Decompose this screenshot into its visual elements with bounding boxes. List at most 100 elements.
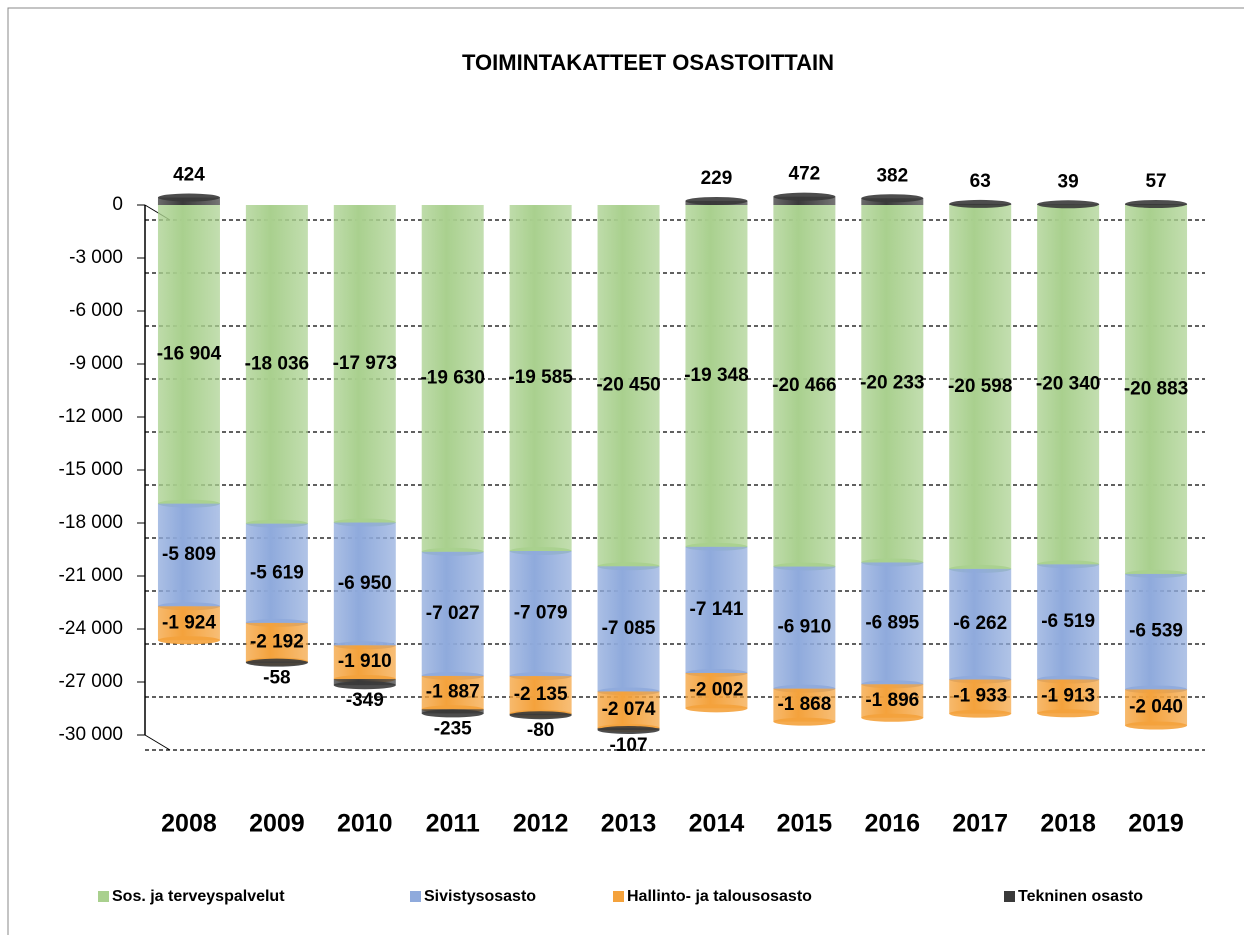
bar-segment: [333, 205, 396, 523]
x-tick-label: 2010: [337, 810, 393, 838]
data-label: -235: [434, 718, 472, 739]
bar-segment: [333, 522, 396, 646]
data-label: -2 002: [690, 680, 744, 701]
bar-segment: [1125, 205, 1188, 574]
bar-segment: [157, 606, 220, 641]
bar-segment: [861, 684, 924, 718]
legend-swatch: [98, 891, 109, 902]
bar-segment: [861, 205, 924, 563]
data-label: -6 262: [953, 613, 1007, 634]
x-tick-label: 2017: [952, 810, 1008, 838]
bar-cap: [1037, 200, 1100, 209]
bar-segment: [949, 568, 1012, 680]
data-label: -1 896: [865, 690, 919, 711]
data-label: 57: [1145, 171, 1166, 192]
legend-label: Sivistysosasto: [424, 888, 536, 905]
data-label: -6 519: [1041, 611, 1095, 632]
x-tick-label: 2013: [601, 810, 657, 838]
x-tick-label: 2014: [689, 810, 745, 838]
chart-title: TOIMINTAKATTEET OSASTOITTAIN: [462, 50, 834, 75]
bar-cap: [245, 658, 308, 667]
data-label: -7 141: [690, 599, 744, 620]
data-label: -5 619: [250, 562, 304, 583]
bar-segment: [245, 523, 308, 623]
bar-segment: [597, 691, 660, 729]
data-label: -80: [527, 720, 554, 741]
bar-cap: [685, 704, 748, 713]
bar-segment: [1125, 689, 1188, 726]
bar-segment: [157, 503, 220, 607]
y-tick-label: -3 000: [69, 247, 123, 268]
bar-cap: [861, 194, 924, 203]
data-label: -20 340: [1036, 374, 1100, 395]
bar-segment: [245, 205, 308, 524]
data-label: -1 868: [777, 694, 831, 715]
bar-segment: [597, 205, 660, 567]
data-label: -1 924: [162, 612, 216, 633]
bar-cap: [1037, 709, 1100, 718]
bar-cap: [773, 192, 836, 201]
data-label: -16 904: [157, 343, 222, 364]
bar-cap: [1125, 721, 1188, 730]
bar-segment: [773, 566, 836, 689]
legend-swatch: [410, 891, 421, 902]
y-tick-label: -6 000: [69, 300, 123, 321]
data-label: -19 348: [684, 365, 748, 386]
bar-segment: [1037, 205, 1100, 565]
y-tick-label: -12 000: [59, 406, 123, 427]
bar-segment: [949, 205, 1012, 569]
bar-segment: [509, 205, 572, 552]
data-label: -2 074: [602, 699, 656, 720]
bar-segment: [773, 688, 836, 722]
y-tick-label: 0: [112, 194, 123, 215]
data-label: -1 933: [953, 686, 1007, 707]
data-label: -20 450: [596, 375, 660, 396]
x-tick-label: 2009: [249, 810, 305, 838]
data-label: -349: [346, 690, 384, 711]
x-tick-label: 2019: [1128, 810, 1184, 838]
bar-cap: [949, 709, 1012, 718]
data-label: -7 079: [514, 603, 568, 624]
bar-segment: [509, 551, 572, 677]
bar-segment: [421, 675, 484, 710]
data-label: -6 895: [865, 612, 919, 633]
data-label: -1 887: [426, 682, 480, 703]
data-label: -6 910: [777, 617, 831, 638]
data-label: -1 913: [1041, 685, 1095, 706]
x-tick-label: 2012: [513, 810, 569, 838]
bar-segment: [245, 622, 308, 662]
data-label: 424: [173, 165, 205, 186]
data-label: 382: [876, 165, 908, 186]
bar-segment: [1037, 679, 1100, 714]
data-label: 229: [701, 168, 733, 189]
data-label: -2 040: [1129, 696, 1183, 717]
data-label: -2 192: [250, 631, 304, 652]
bar-cap: [949, 199, 1012, 208]
bar-segment: [773, 196, 836, 205]
data-label: -7 085: [602, 618, 656, 639]
data-label: -107: [610, 735, 648, 756]
bar-segment: [861, 562, 924, 685]
data-label: -1 910: [338, 651, 392, 672]
bar-segment: [1037, 564, 1100, 680]
data-label: 472: [789, 164, 821, 185]
legend-swatch: [1004, 891, 1015, 902]
bar-cap: [509, 711, 572, 720]
floor-edge: [144, 734, 171, 751]
y-tick-label: -27 000: [59, 671, 123, 692]
y-tick-label: -15 000: [59, 459, 123, 480]
data-label: -20 233: [860, 373, 924, 394]
legend-label: Sos. ja terveyspalvelut: [112, 888, 285, 905]
bar-cap: [421, 709, 484, 718]
data-label: -6 539: [1129, 621, 1183, 642]
data-label: -19 585: [508, 367, 573, 388]
x-tick-label: 2015: [777, 810, 833, 838]
x-tick-label: 2018: [1040, 810, 1096, 838]
y-tick-label: -18 000: [59, 512, 123, 533]
bar-cap: [597, 725, 660, 734]
bar-cap: [1125, 199, 1188, 208]
data-label: -5 809: [162, 544, 216, 565]
x-tick-label: 2011: [426, 810, 480, 838]
bar-segment: [509, 676, 572, 714]
data-label: -2 135: [514, 684, 568, 705]
